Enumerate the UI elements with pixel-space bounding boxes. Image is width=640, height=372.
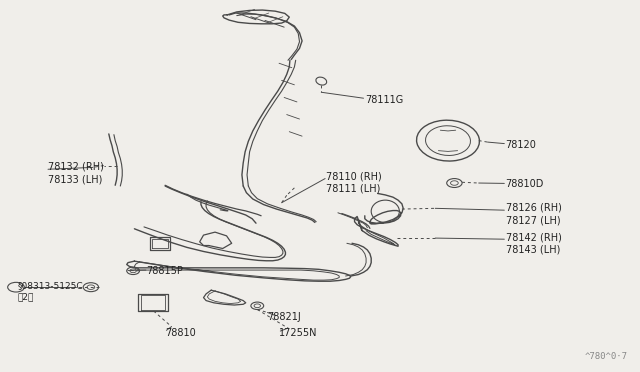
Text: 78110 (RH)
78111 (LH): 78110 (RH) 78111 (LH) [326, 171, 382, 193]
Text: 78111G: 78111G [365, 96, 403, 105]
Text: 17255N: 17255N [279, 328, 317, 338]
Text: 78821J: 78821J [268, 312, 301, 322]
Text: §08313-5125C
（2）: §08313-5125C （2） [18, 281, 84, 301]
Text: ^780^0·7: ^780^0·7 [584, 352, 627, 361]
Text: 78126 (RH)
78127 (LH): 78126 (RH) 78127 (LH) [506, 203, 561, 225]
Text: 78132 (RH)
78133 (LH): 78132 (RH) 78133 (LH) [48, 162, 104, 184]
Text: 78810: 78810 [165, 328, 196, 338]
Text: 78142 (RH)
78143 (LH): 78142 (RH) 78143 (LH) [506, 232, 561, 255]
Text: 78120: 78120 [506, 140, 536, 150]
Text: 78810D: 78810D [506, 179, 544, 189]
Text: 78815P: 78815P [146, 266, 183, 276]
